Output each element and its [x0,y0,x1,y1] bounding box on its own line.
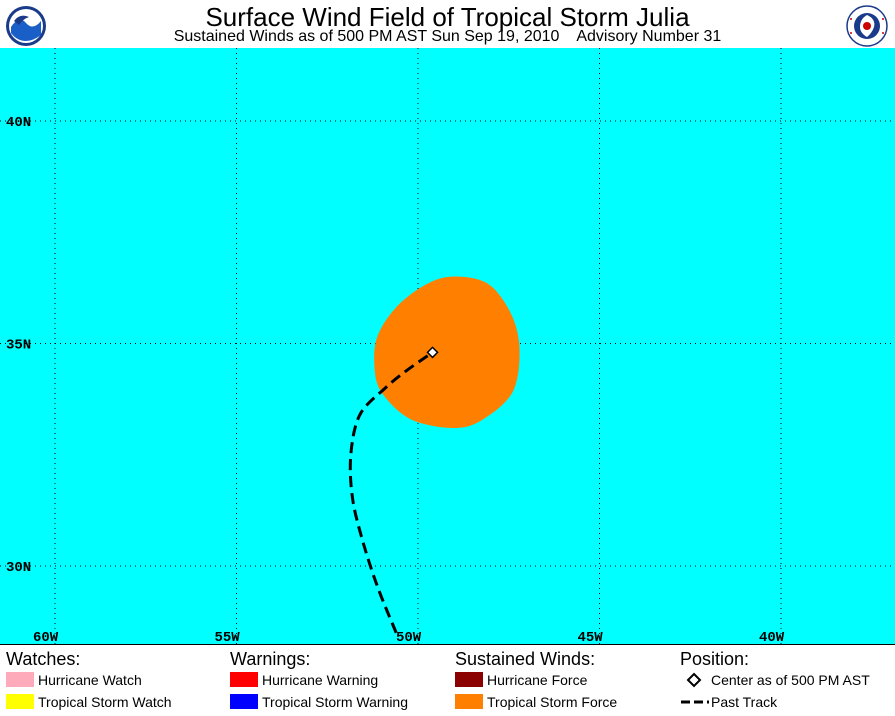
past-track-label: Past Track [711,694,778,710]
longitude-label: 55W [215,630,241,645]
tropical-storm-force-wind-field [374,276,520,428]
tropical-storm-warning-swatch [230,694,258,709]
tropical-storm-force-swatch [455,694,483,709]
legend-watches-heading: Watches: [6,649,81,669]
tropical-storm-warning-label: Tropical Storm Warning [262,694,409,710]
storm-center-diamond [426,346,439,359]
noaa-logo-icon [6,6,46,46]
longitude-label: 60W [33,630,59,645]
wind-field-map: 40N 35N 30N 60W 55W 50W 45W 40W [0,48,895,645]
hurricane-force-swatch [455,672,483,687]
tropical-storm-force-label: Tropical Storm Force [487,694,618,710]
legend-winds-heading: Sustained Winds: [455,649,596,669]
longitude-label: 50W [396,630,422,645]
lat-lon-grid [0,48,895,645]
legend-position-heading: Position: [680,649,750,669]
legend-warnings-heading: Warnings: [230,649,311,669]
hurricane-warning-label: Hurricane Warning [262,672,379,688]
dashed-line-icon [681,700,709,704]
longitude-label: 40W [759,630,785,645]
hurricane-force-label: Hurricane Force [487,672,588,688]
page-title: Surface Wind Field of Tropical Storm Jul… [205,2,690,32]
legend: Watches: Hurricane Watch Tropical Storm … [0,645,895,716]
header: Surface Wind Field of Tropical Storm Jul… [0,0,895,48]
hurricane-watch-label: Hurricane Watch [38,672,142,688]
center-position-label: Center as of 500 PM AST [711,672,870,688]
axis-labels: 40N 35N 30N 60W 55W 50W 45W 40W [6,115,785,645]
nws-logo-icon [846,5,888,47]
hurricane-warning-swatch [230,672,258,687]
tropical-storm-watch-swatch [6,694,34,709]
hurricane-watch-swatch [6,672,34,687]
longitude-label: 45W [578,630,604,645]
page-subtitle: Sustained Winds as of 500 PM AST Sun Sep… [173,28,722,45]
latitude-label: 30N [6,560,31,576]
tropical-storm-watch-label: Tropical Storm Watch [38,694,172,710]
diamond-icon [686,672,702,688]
latitude-label: 35N [6,338,31,354]
past-track-line [348,351,434,634]
latitude-label: 40N [6,115,31,131]
